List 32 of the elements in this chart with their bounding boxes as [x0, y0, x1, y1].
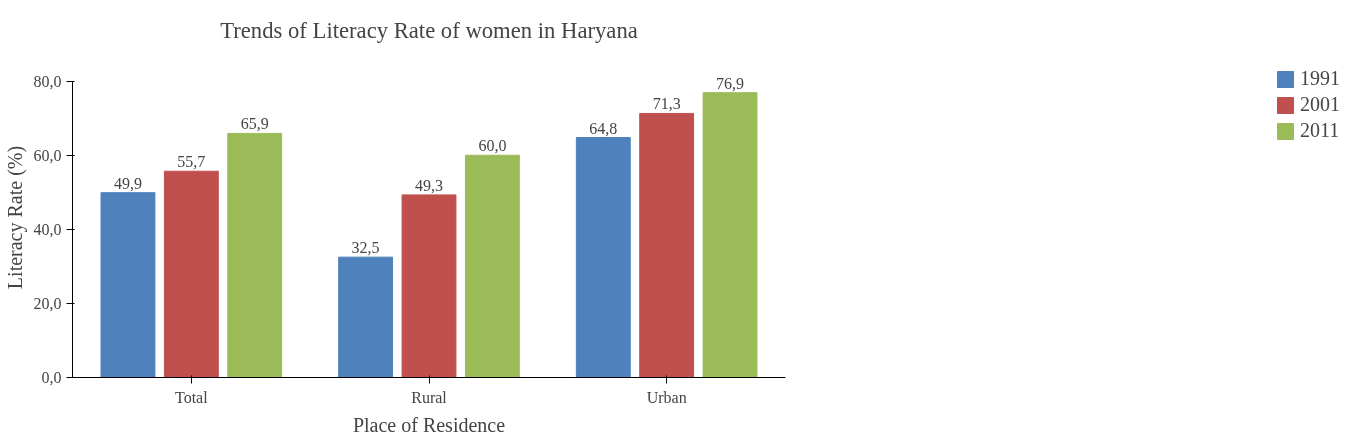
- y-tick-label: 80,0: [33, 72, 62, 90]
- data-label: 64,8: [589, 119, 618, 137]
- bar: [401, 194, 457, 378]
- chart-title: Trends of Literacy Rate of women in Haryana: [220, 17, 638, 43]
- y-tick-label: 0,0: [41, 369, 62, 386]
- y-axis-title: Literacy Rate (%): [3, 145, 27, 290]
- y-tick-label: 40,0: [33, 220, 62, 238]
- bar: [575, 137, 631, 378]
- x-tick-label: Rural: [411, 388, 448, 406]
- legend-label: 2001: [1300, 93, 1340, 116]
- y-tick-label: 20,0: [33, 294, 62, 312]
- bar: [702, 92, 758, 378]
- x-axis-title: Place of Residence: [352, 413, 506, 436]
- data-label: 49,9: [113, 174, 142, 192]
- bar: [338, 256, 394, 378]
- x-tick-label: Urban: [646, 388, 687, 406]
- bar: [100, 192, 156, 378]
- bar: [163, 170, 219, 378]
- legend-label: 1991: [1300, 67, 1340, 90]
- data-label: 65,9: [240, 115, 269, 133]
- legend-label: 2011: [1300, 119, 1340, 142]
- data-label: 55,7: [177, 153, 206, 171]
- x-tick-label: Total: [175, 388, 209, 406]
- data-label: 49,3: [415, 176, 443, 194]
- data-label: 76,9: [716, 74, 745, 92]
- data-label: 32,5: [351, 239, 380, 257]
- bar: [227, 132, 283, 378]
- data-label: 60,0: [478, 137, 507, 155]
- bar: [639, 112, 695, 378]
- y-tick-label: 60,0: [33, 146, 62, 164]
- data-label: 71,3: [652, 95, 681, 113]
- bar: [464, 154, 520, 378]
